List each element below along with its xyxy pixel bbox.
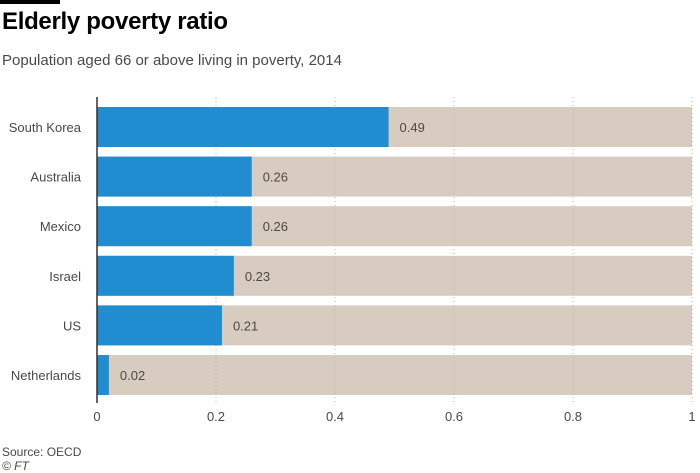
- chart-subtitle: Population aged 66 or above living in po…: [2, 52, 342, 69]
- bar-us: [97, 305, 222, 346]
- bar-israel: [97, 255, 234, 296]
- value-label: 0.02: [120, 368, 145, 383]
- x-tick-label: 0.8: [564, 409, 582, 424]
- category-label: US: [63, 318, 81, 333]
- bar-mexico: [97, 206, 252, 247]
- category-label: Australia: [30, 170, 81, 185]
- x-tick-label: 0.2: [207, 409, 225, 424]
- category-label: South Korea: [9, 120, 82, 135]
- chart-title: Elderly poverty ratio: [2, 8, 228, 35]
- value-label: 0.23: [245, 269, 270, 284]
- x-tick-label: 1: [688, 409, 695, 424]
- chart-footer: Source: OECD © FT: [2, 445, 81, 473]
- bar-netherlands: [97, 355, 109, 395]
- bar-south-korea: [97, 107, 389, 147]
- x-tick-label: 0: [93, 409, 100, 424]
- ft-credit: © FT: [2, 459, 29, 473]
- value-label: 0.26: [263, 170, 288, 185]
- category-label: Netherlands: [11, 368, 82, 383]
- category-label: Israel: [49, 269, 81, 284]
- bar-track: [97, 355, 692, 395]
- value-label: 0.21: [233, 318, 258, 333]
- bar-australia: [97, 156, 252, 197]
- source-note: Source: OECD: [2, 445, 82, 459]
- x-tick-label: 0.6: [445, 409, 463, 424]
- value-label: 0.49: [400, 120, 425, 135]
- top-rule: [0, 0, 60, 4]
- x-tick-label: 0.4: [326, 409, 344, 424]
- category-label: Mexico: [40, 219, 81, 234]
- value-label: 0.26: [263, 219, 288, 234]
